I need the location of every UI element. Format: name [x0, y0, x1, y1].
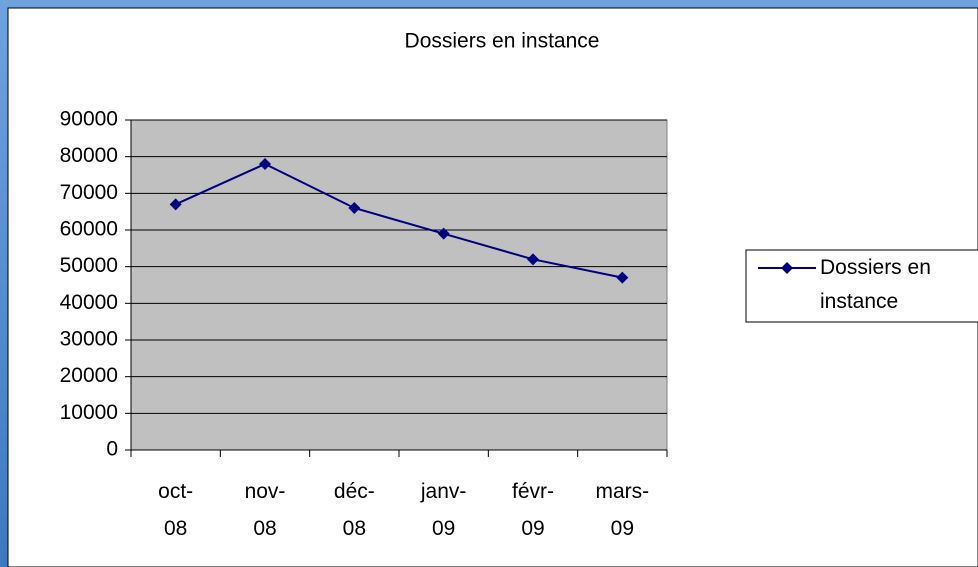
- y-tick-label: 80000: [60, 144, 118, 167]
- y-tick-label: 90000: [60, 108, 118, 131]
- data-marker: [527, 253, 539, 266]
- y-tick-label: 40000: [60, 291, 118, 314]
- y-tick-label: 0: [106, 438, 118, 461]
- data-line: [175, 162, 623, 279]
- data-marker: [169, 198, 182, 211]
- legend: Dossiers en instance: [745, 249, 978, 323]
- y-tick-label: 60000: [60, 218, 118, 241]
- y-tick-label: 70000: [60, 181, 118, 204]
- data-marker: [259, 158, 271, 170]
- x-tick-label: oct-08: [158, 480, 193, 540]
- x-tick-label: mars-09: [595, 480, 649, 540]
- y-tick-label: 20000: [60, 364, 118, 387]
- plot-area: [130, 119, 668, 451]
- data-marker: [437, 227, 450, 240]
- chart-title: Dossiers en instance: [405, 30, 600, 53]
- x-tick-label: févr-09: [512, 480, 554, 540]
- x-tick-label: déc-08: [334, 480, 375, 540]
- y-tick-label: 50000: [60, 254, 118, 277]
- data-marker: [616, 271, 629, 284]
- legend-box: [745, 249, 978, 323]
- x-tick-label: nov-08: [245, 480, 286, 540]
- data-marker: [348, 202, 361, 214]
- legend-marker: [781, 262, 793, 274]
- y-tick-label: 10000: [60, 401, 118, 424]
- y-tick-label: 30000: [60, 328, 118, 351]
- legend-label: Dossiers en instance: [820, 256, 931, 313]
- x-tick-label: janv-09: [420, 480, 467, 540]
